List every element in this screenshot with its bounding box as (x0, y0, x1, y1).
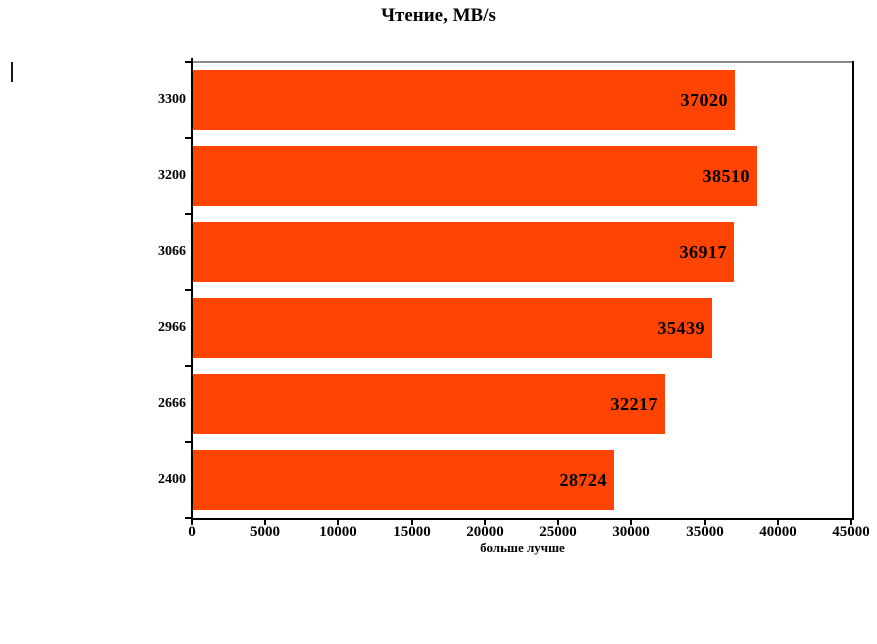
bar-value-label: 32217 (610, 393, 658, 414)
x-tick-label: 10000 (319, 524, 357, 540)
chart-title: Чтение, MB/s (381, 5, 496, 26)
y-tick-mark (185, 441, 191, 443)
x-tick-mark (557, 520, 559, 525)
x-tick-label: 35000 (686, 524, 724, 540)
y-axis-line (191, 58, 193, 520)
bar-3066: 36917 (193, 222, 734, 282)
y-category-label: 3200 (158, 168, 186, 183)
x-tick-mark (484, 520, 486, 525)
bar-2966: 35439 (193, 298, 712, 358)
x-tick-mark (264, 520, 266, 525)
y-tick-mark (185, 137, 191, 139)
y-tick-mark (185, 213, 191, 215)
bar-3200: 38510 (193, 146, 757, 206)
x-axis-caption: больше лучше (480, 540, 565, 555)
y-category-label: 3300 (158, 92, 186, 107)
x-tick-mark (777, 520, 779, 525)
bar-value-label: 37020 (680, 89, 728, 110)
x-tick-mark (850, 520, 852, 525)
y-category-label: 2966 (158, 320, 186, 335)
x-tick-label: 40000 (759, 524, 797, 540)
x-tick-label: 15000 (393, 524, 431, 540)
x-tick-mark (191, 520, 193, 525)
y-category-label: 2400 (158, 472, 186, 487)
x-tick-label: 30000 (612, 524, 650, 540)
bar-value-label: 38510 (702, 165, 750, 186)
bar-value-label: 28724 (559, 469, 607, 490)
bar-3300: 37020 (193, 70, 735, 130)
y-category-label: 3066 (158, 244, 186, 259)
x-tick-label: 20000 (466, 524, 504, 540)
x-tick-mark (337, 520, 339, 525)
y-tick-mark (185, 289, 191, 291)
text-cursor-artifact (11, 62, 13, 82)
x-tick-label: 45000 (832, 524, 870, 540)
x-tick-label: 5000 (250, 524, 280, 540)
y-category-label: 2666 (158, 396, 186, 411)
y-tick-mark (185, 61, 191, 63)
y-tick-mark (185, 365, 191, 367)
bar-2666: 32217 (193, 374, 665, 434)
x-tick-label: 0 (188, 524, 196, 540)
bar-value-label: 36917 (679, 241, 727, 262)
bar-value-label: 35439 (657, 317, 705, 338)
x-tick-label: 25000 (539, 524, 577, 540)
x-tick-mark (704, 520, 706, 525)
x-tick-mark (630, 520, 632, 525)
plot-frame-top (191, 61, 854, 63)
y-tick-mark (185, 517, 191, 519)
x-tick-mark (411, 520, 413, 525)
bar-2400: 28724 (193, 450, 614, 510)
plot-frame-right (852, 61, 854, 520)
x-axis-line (191, 518, 854, 520)
